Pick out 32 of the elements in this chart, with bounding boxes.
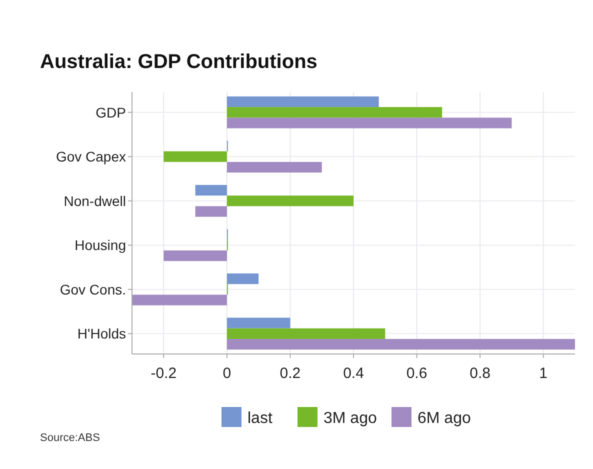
source-note: Source:ABS	[40, 432, 100, 444]
x-tick-label: -0.2	[150, 365, 177, 382]
bar	[226, 338, 575, 350]
x-tick-label: 0.8	[470, 365, 490, 382]
legend-label: 6M ago	[418, 410, 471, 427]
x-tick-label: 0.2	[280, 365, 301, 382]
bar	[226, 162, 322, 173]
legend-label: 3M ago	[324, 410, 377, 427]
y-tick-label: Housing	[74, 237, 126, 254]
bar	[226, 328, 386, 339]
x-tick-label: 0	[222, 365, 232, 382]
y-tick-label: Gov Cons.	[60, 281, 126, 298]
y-tick-label: Gov Capex	[56, 148, 126, 165]
bar	[195, 184, 227, 196]
x-tick-label: 0.6	[406, 365, 428, 382]
legend-label: last	[248, 410, 273, 427]
bar	[132, 294, 227, 306]
bar	[226, 318, 290, 328]
bar	[164, 151, 227, 162]
bar	[164, 250, 227, 262]
bar	[226, 96, 379, 108]
bar	[226, 118, 512, 128]
bar	[226, 107, 442, 118]
bar	[195, 206, 227, 217]
y-tick-label: H'Holds	[77, 326, 126, 342]
y-tick-label: GDP	[96, 104, 126, 120]
chart-title: Australia: GDP Contributions	[40, 51, 318, 73]
y-tick-label: Non-dwell	[64, 192, 126, 209]
bar	[226, 273, 259, 284]
bar	[226, 196, 354, 206]
x-tick-label: 0.4	[343, 365, 364, 382]
x-tick-label: 1	[539, 365, 548, 382]
